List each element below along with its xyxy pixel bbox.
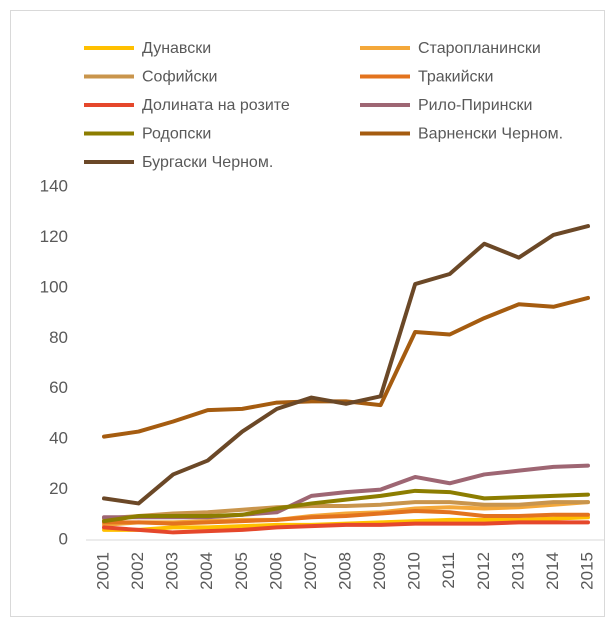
y-tick-label: 80 [49,328,68,347]
x-tick-label: 2012 [474,552,493,590]
y-tick-label: 20 [49,479,68,498]
legend-label: Родопски [142,126,211,143]
series-line [102,520,590,535]
x-tick-label: 2002 [128,552,147,590]
x-tick-label: 2006 [266,552,285,590]
y-tick-label: 100 [40,277,68,296]
x-tick-label: 2004 [197,552,216,590]
legend-label: Бургаски Черном. [142,154,273,171]
x-tick-label: 2005 [232,552,251,590]
x-tick-label: 2014 [543,552,562,590]
series-line [102,509,590,526]
x-tick-label: 2001 [93,552,112,590]
series-line [102,295,590,439]
legend-label: Варненски Черном. [418,126,563,143]
series-line [102,224,590,506]
x-tick-label: 2007 [301,552,320,590]
y-tick-label: 140 [40,176,68,195]
legend-label: Дунавски [142,40,211,57]
legend-label: Долината на розите [142,97,290,114]
y-tick-label: 60 [49,378,68,397]
legend-label: Софийски [142,69,217,86]
series-line [102,500,590,521]
x-tick-label: 2010 [405,552,424,590]
series-line [102,488,590,524]
x-tick-label: 2009 [370,552,389,590]
y-tick-label: 0 [59,529,68,548]
legend-label: Старопланински [418,40,541,57]
x-tick-label: 2008 [335,552,354,590]
y-tick-label: 40 [49,429,68,448]
y-tick-label: 120 [40,227,68,246]
x-tick-label: 2011 [439,552,458,589]
x-tick-label: 2013 [508,552,527,590]
x-tick-label: 2015 [577,552,596,590]
legend-label: Рило-Пирински [418,97,532,114]
legend-label: Тракийски [418,69,493,86]
x-tick-label: 2003 [163,552,182,590]
